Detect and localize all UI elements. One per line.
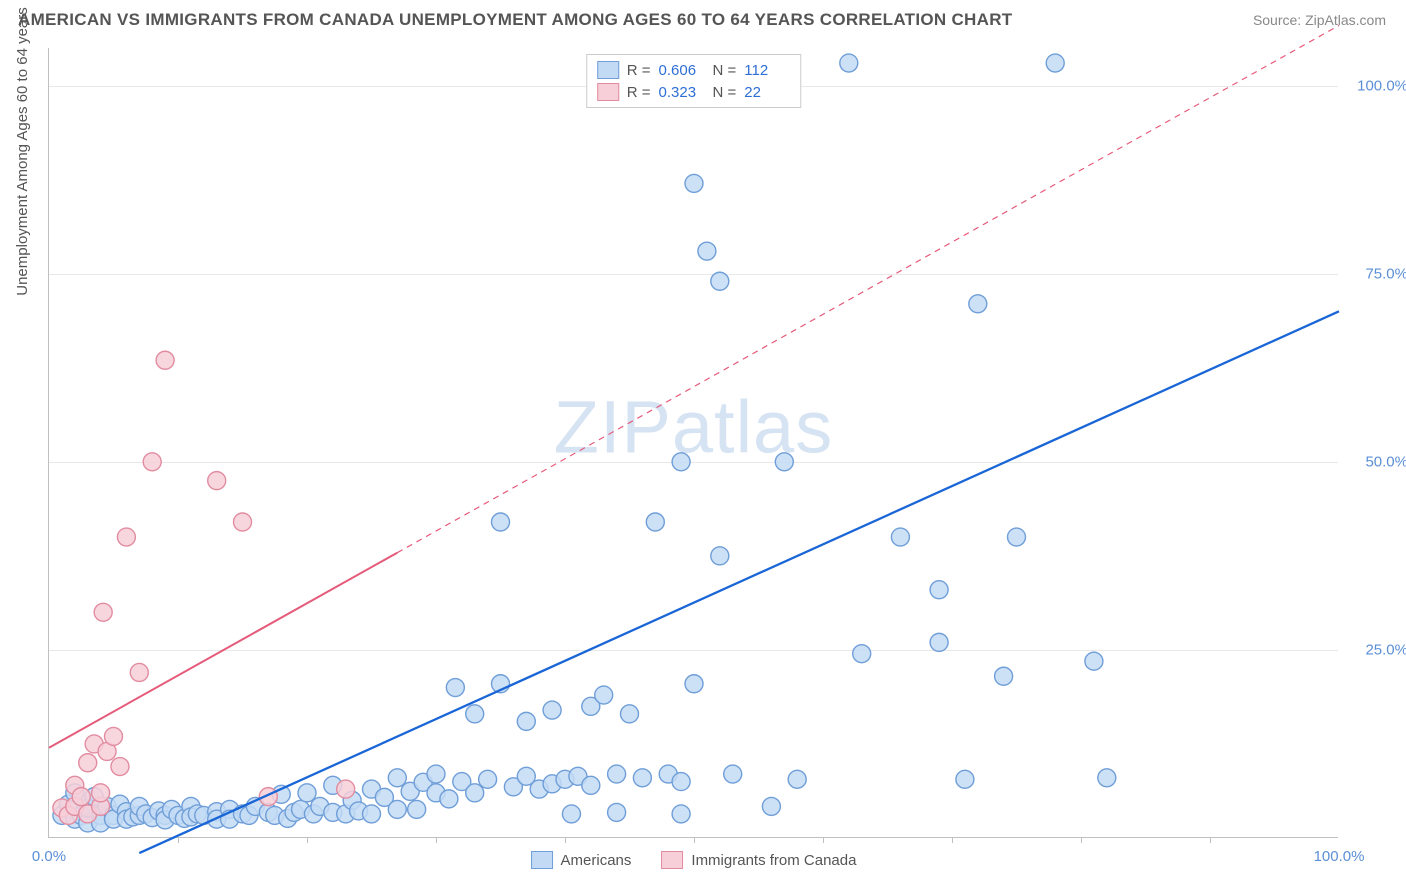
data-point [1085, 652, 1103, 670]
data-point [608, 803, 626, 821]
scatter-plot-svg [49, 48, 1338, 837]
data-point [1046, 54, 1064, 72]
data-point [130, 663, 148, 681]
series-legend-label: Immigrants from Canada [691, 852, 856, 869]
data-point [156, 351, 174, 369]
data-point [595, 686, 613, 704]
data-point [711, 272, 729, 290]
data-point [427, 765, 445, 783]
data-point [762, 797, 780, 815]
correlation-legend-row: R = 0.606 N = 112 [597, 59, 791, 81]
series-legend-item: Immigrants from Canada [661, 851, 856, 869]
trend-line-dashed [397, 25, 1339, 552]
y-tick-label: 75.0% [1348, 265, 1406, 282]
series-legend: Americans Immigrants from Canada [531, 851, 857, 869]
y-tick-label: 25.0% [1348, 641, 1406, 658]
r-label: R = [627, 62, 651, 79]
correlation-legend: R = 0.606 N = 112 R = 0.323 N = 22 [586, 54, 802, 108]
series-legend-item: Americans [531, 851, 632, 869]
data-point [466, 784, 484, 802]
n-label: N = [713, 84, 737, 101]
data-point [234, 513, 252, 531]
data-point [775, 453, 793, 471]
data-point [672, 453, 690, 471]
data-point [562, 805, 580, 823]
data-point [94, 603, 112, 621]
data-point [608, 765, 626, 783]
data-point [479, 770, 497, 788]
data-point [672, 773, 690, 791]
data-point [408, 800, 426, 818]
data-point [1008, 528, 1026, 546]
data-point [685, 174, 703, 192]
data-point [853, 645, 871, 663]
data-point [672, 805, 690, 823]
data-point [633, 769, 651, 787]
data-point [582, 776, 600, 794]
data-point [298, 784, 316, 802]
data-point [930, 633, 948, 651]
y-tick-label: 50.0% [1348, 453, 1406, 470]
data-point [711, 547, 729, 565]
legend-swatch [661, 851, 683, 869]
data-point [363, 805, 381, 823]
chart-plot-area: ZIPatlas 25.0%50.0%75.0%100.0%0.0%100.0%… [48, 48, 1338, 838]
data-point [685, 675, 703, 693]
data-point [92, 784, 110, 802]
r-label: R = [627, 84, 651, 101]
n-label: N = [713, 62, 737, 79]
data-point [492, 513, 510, 531]
n-value: 22 [744, 84, 790, 101]
data-point [621, 705, 639, 723]
data-point [1098, 769, 1116, 787]
data-point [956, 770, 974, 788]
data-point [930, 581, 948, 599]
y-tick-label: 100.0% [1348, 77, 1406, 94]
data-point [105, 727, 123, 745]
data-point [388, 769, 406, 787]
x-tick-label: 100.0% [1314, 848, 1365, 865]
data-point [891, 528, 909, 546]
data-point [840, 54, 858, 72]
data-point [446, 679, 464, 697]
data-point [79, 754, 97, 772]
data-point [143, 453, 161, 471]
r-value: 0.323 [659, 84, 705, 101]
data-point [969, 295, 987, 313]
source-credit: Source: ZipAtlas.com [1253, 12, 1386, 28]
x-tick-label: 0.0% [32, 848, 66, 865]
chart-title: AMERICAN VS IMMIGRANTS FROM CANADA UNEMP… [18, 10, 1012, 30]
data-point [111, 758, 129, 776]
data-point [72, 788, 90, 806]
data-point [724, 765, 742, 783]
legend-swatch [597, 83, 619, 101]
data-point [117, 528, 135, 546]
data-point [995, 667, 1013, 685]
legend-swatch [597, 61, 619, 79]
series-legend-label: Americans [561, 852, 632, 869]
r-value: 0.606 [659, 62, 705, 79]
y-axis-label: Unemployment Among Ages 60 to 64 years [14, 7, 31, 296]
trend-line [49, 553, 397, 748]
data-point [788, 770, 806, 788]
data-point [388, 800, 406, 818]
n-value: 112 [744, 62, 790, 79]
legend-swatch [531, 851, 553, 869]
data-point [646, 513, 664, 531]
data-point [517, 712, 535, 730]
data-point [543, 701, 561, 719]
data-point [698, 242, 716, 260]
data-point [466, 705, 484, 723]
correlation-legend-row: R = 0.323 N = 22 [597, 81, 791, 103]
data-point [208, 472, 226, 490]
data-point [337, 780, 355, 798]
data-point [440, 790, 458, 808]
